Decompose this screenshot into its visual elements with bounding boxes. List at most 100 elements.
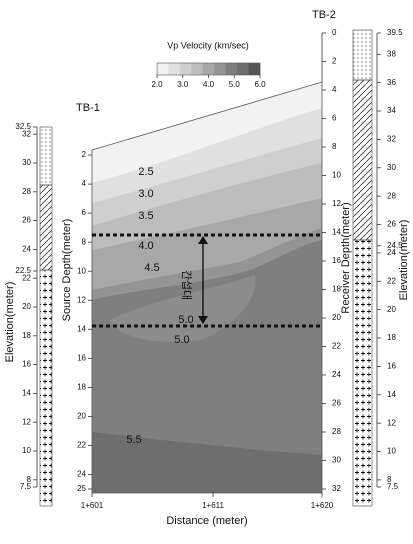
right-elevation-tick-label: 38: [387, 49, 396, 58]
left-elevation-tick-label: 14: [22, 389, 31, 398]
right-elevation-tick-label: 8: [387, 475, 392, 484]
y2-tick-label: 0: [332, 28, 337, 37]
left-elevation-tick-label: 20: [22, 302, 31, 311]
y-tick-label: 25: [77, 484, 86, 493]
left-elevation-tick-label: 16: [22, 360, 31, 369]
x-axis-label: Distance (meter): [166, 515, 247, 527]
colorbar-cell: [168, 63, 181, 75]
right-elevation-tick-label: 39.5: [387, 28, 403, 37]
y-tick-label: 20: [77, 412, 86, 421]
left-elevation-tick-label: 10: [22, 446, 31, 455]
right-elevation-tick-label: 28: [387, 191, 396, 200]
y2-tick-label: 10: [332, 171, 341, 180]
y-tick-label: 22: [77, 441, 86, 450]
right-borehole: TB-2: [312, 9, 336, 21]
right-elevation-tick-label: 10: [387, 447, 396, 456]
left-elevation-tick-label: 30: [22, 158, 31, 167]
colorbar-cell: [157, 63, 169, 75]
x-tick-label: 1+620: [311, 501, 334, 510]
right-borehole-column: [352, 29, 373, 507]
right-elevation-tick-label: 12: [387, 418, 396, 427]
left-elevation-tick-label: 32.5: [15, 122, 31, 131]
right-elevation-tick-label: 24: [387, 248, 396, 257]
contour-label: 2.5: [138, 166, 153, 178]
y2-axis-label: Receiver Depth(meter): [340, 202, 352, 313]
y2-tick-label: 16: [332, 256, 341, 265]
left-elevation-label: Elevation(meter): [4, 282, 16, 363]
contour-label: 3.5: [138, 210, 153, 222]
y2-tick-label: 22: [332, 342, 341, 351]
y-tick-label: 14: [77, 324, 86, 333]
colorbar-cell: [179, 63, 192, 75]
colorbar-tick-label: 2.0: [151, 80, 163, 89]
y2-tick-label: 30: [332, 456, 341, 465]
contour-label: 5.0: [178, 314, 193, 326]
right-elevation-tick-label: 24.5: [387, 241, 403, 250]
y-tick-label: 16: [77, 353, 86, 362]
colorbar-title: Vp Velocity (km/sec): [167, 40, 249, 50]
y-tick-label: 12: [77, 295, 86, 304]
colorbar-cell: [202, 63, 215, 75]
y-tick-label: 24: [77, 470, 86, 479]
colorbar-cell: [191, 63, 204, 75]
x-tick-label: 1+601: [81, 501, 104, 510]
right-elevation-tick-label: 30: [387, 163, 396, 172]
left-elevation-tick-label: 24: [22, 245, 31, 254]
y-tick-label: 18: [77, 382, 86, 391]
left-elevation-tick-label: 22: [22, 273, 31, 282]
arrow: [198, 236, 208, 324]
left-elevation-tick-label: 26: [22, 216, 31, 225]
left-elevation-tick-label: 7.5: [20, 482, 32, 491]
y2-tick-label: 8: [332, 142, 337, 151]
contour-label: 3.0: [138, 188, 153, 200]
colorbar-tick-label: 5.0: [229, 80, 241, 89]
y2-tick-label: 2: [332, 57, 337, 66]
contour-label: 5.5: [126, 434, 141, 446]
y2-tick-label: 26: [332, 399, 341, 408]
y-tick-label: 6: [82, 208, 87, 217]
colorbar-tick-label: 6.0: [254, 80, 266, 89]
right-elevation-tick-label: 14: [387, 390, 396, 399]
colorbar-cell: [248, 63, 261, 75]
left-elevation-tick-label: 28: [22, 187, 31, 196]
right-elevation-tick-label: 34: [387, 106, 396, 115]
colorbar-cell: [214, 63, 226, 75]
left-elevation-tick-label: 18: [22, 331, 31, 340]
y2-tick-label: 6: [332, 114, 337, 123]
y2-tick-label: 18: [332, 285, 341, 294]
right-elevation-tick-label: 18: [387, 333, 396, 342]
y2-tick-label: 20: [332, 313, 341, 322]
left-elevation-tick-label: 22.5: [15, 266, 31, 275]
y-tick-label: 8: [82, 237, 87, 246]
left-borehole: TB-1: [76, 102, 100, 114]
left-elevation-tick-label: 12: [22, 417, 31, 426]
colorbar-tick-label: 3.0: [177, 80, 189, 89]
y-tick-label: 10: [77, 266, 86, 275]
right-elevation-tick-label: 16: [387, 362, 396, 371]
y-axis-label: Source Depth(meter): [61, 219, 73, 322]
right-elevation-tick-label: 32: [387, 135, 396, 144]
y2-tick-label: 14: [332, 228, 341, 237]
y2-tick-label: 32: [332, 484, 341, 493]
right-elevation-tick-label: 26: [387, 220, 396, 229]
y-tick-label: 2: [82, 150, 87, 159]
annotation: 간섭대: [180, 270, 193, 300]
left-elevation-tick-label: 32: [22, 129, 31, 138]
x-tick-label: 1+611: [202, 501, 224, 510]
y-tick-label: 4: [82, 179, 87, 188]
right-elevation-tick-label: 7.5: [387, 482, 399, 491]
right-elevation-tick-label: 22: [387, 276, 396, 285]
contour-fill: [92, 82, 322, 493]
left-borehole-column: [39, 126, 53, 507]
right-elevation-tick-label: 36: [387, 78, 396, 87]
y2-tick-label: 12: [332, 199, 341, 208]
contour-label: 4.5: [144, 262, 159, 274]
colorbar-cell: [237, 63, 249, 75]
colorbar-tick-label: 4.0: [203, 80, 215, 89]
colorbar-cell: [225, 63, 238, 75]
left-elevation-tick-label: 8: [27, 475, 32, 484]
right-elevation-tick-label: 20: [387, 305, 396, 314]
y2-tick-label: 4: [332, 85, 337, 94]
y2-tick-label: 28: [332, 427, 341, 436]
